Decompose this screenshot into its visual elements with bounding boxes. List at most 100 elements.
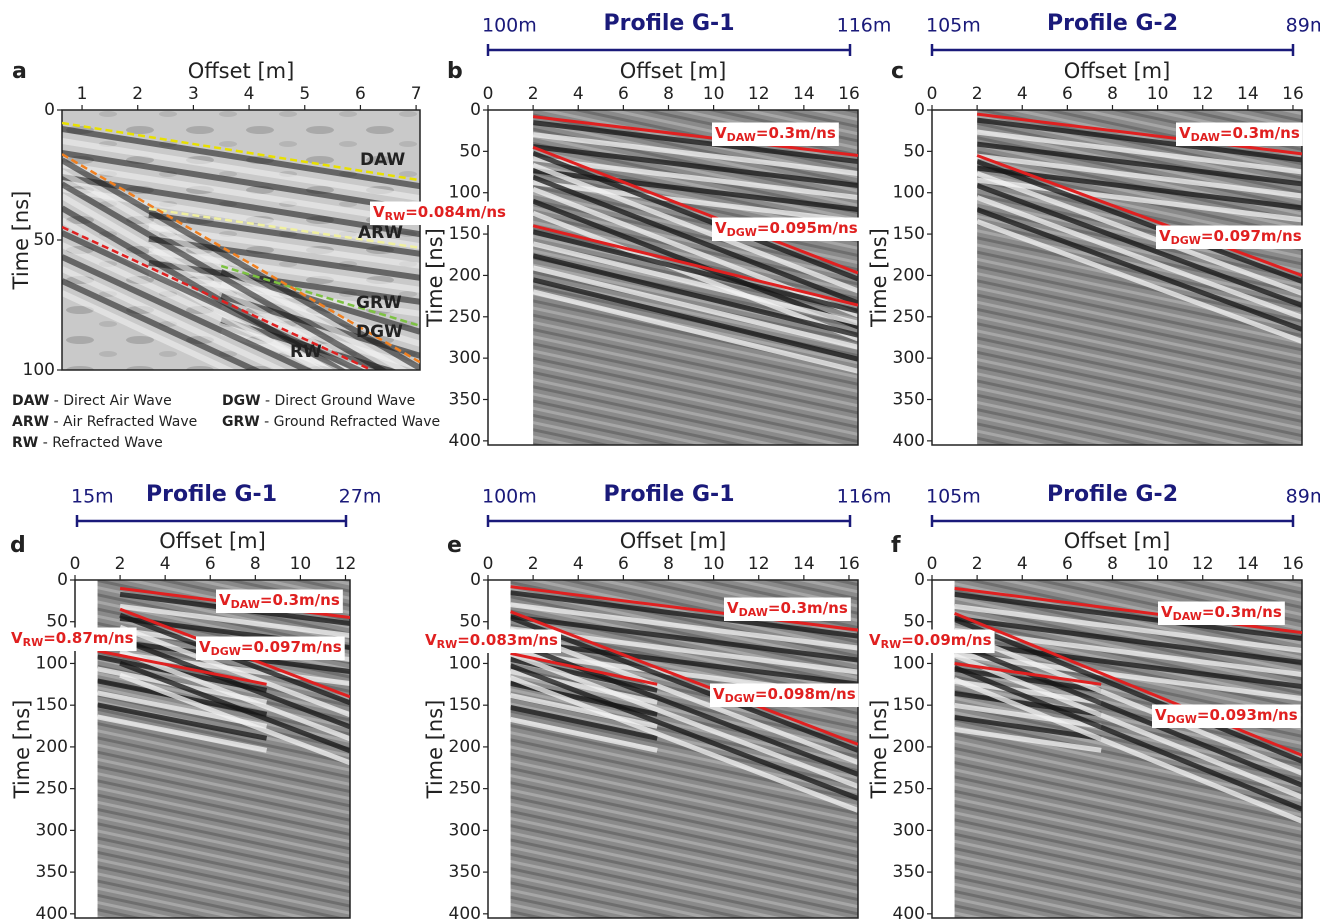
profile-end: 89m — [1286, 486, 1320, 508]
symbol: V — [713, 685, 725, 703]
velocity-label: VDGW=0.097m/ns — [1159, 227, 1302, 248]
y-tick-label: 400 — [449, 904, 481, 923]
y-tick-label: 250 — [893, 779, 925, 799]
y-axis-label: Time [ns] — [9, 191, 33, 291]
y-tick-label: 50 — [459, 612, 481, 632]
legend-note: GRW - Ground Refracted Wave — [222, 414, 440, 430]
y-tick-label: 150 — [893, 695, 925, 715]
band — [119, 672, 350, 766]
band — [62, 181, 388, 370]
profile-name: Profile G-1 — [603, 482, 734, 507]
velocity-label: VRW=0.084m/ns — [373, 203, 506, 224]
plot-frame — [931, 579, 1303, 919]
velocity-label: VDAW=0.3m/ns — [1161, 603, 1282, 624]
symbol: V — [11, 629, 23, 647]
x-axis-label: Offset [m] — [1064, 59, 1171, 83]
x-tick-label: 8 — [1107, 554, 1118, 574]
blank-traces — [932, 580, 955, 918]
x-tick-label: 14 — [793, 554, 815, 574]
y-tick-label: 0 — [57, 570, 68, 590]
band — [62, 169, 409, 370]
band — [510, 704, 658, 741]
y-axis-label: Time [ns] — [423, 700, 447, 800]
y-tick-label: 400 — [449, 431, 481, 451]
band — [62, 266, 288, 370]
label-box — [866, 629, 995, 653]
band — [148, 247, 420, 293]
x-tick-label: 6 — [1062, 554, 1073, 574]
band — [976, 195, 1302, 320]
velocity-line — [976, 112, 1302, 156]
band — [954, 639, 1302, 690]
note-text: - Direct Air Wave — [54, 393, 172, 409]
y-axis-label: Time [ns] — [867, 228, 891, 328]
band — [532, 150, 858, 282]
y-tick-label: 300 — [449, 348, 481, 368]
symbol: V — [1159, 227, 1171, 245]
profile-end: 89m — [1286, 15, 1320, 37]
band — [976, 153, 1302, 199]
band — [119, 660, 350, 754]
legend-note: ARW - Air Refracted Wave — [12, 414, 197, 430]
y-tick-label: 400 — [893, 904, 925, 923]
note-text: - Ground Refracted Wave — [264, 414, 440, 430]
x-tick-label: 10 — [1147, 84, 1169, 104]
panel-letter: d — [10, 533, 26, 558]
x-tick-label: 8 — [250, 554, 261, 574]
band — [62, 157, 420, 370]
band — [954, 603, 1302, 654]
x-tick-label: 0 — [927, 554, 938, 574]
value: =0.3m/ns — [756, 124, 836, 142]
band — [532, 156, 858, 200]
band — [976, 177, 1302, 223]
y-tick-label: 150 — [449, 695, 481, 715]
y-tick-label: 50 — [459, 141, 481, 161]
note-text: - Direct Ground Wave — [265, 393, 415, 409]
reflection-bands — [532, 120, 858, 374]
velocity-line — [510, 651, 658, 686]
profile-end: 27m — [339, 486, 382, 508]
velocity-line — [532, 224, 858, 307]
note-key: ARW — [12, 414, 49, 430]
velocity-line — [62, 225, 373, 370]
value: =0.3m/ns — [768, 599, 848, 617]
y-tick-label: 350 — [449, 390, 481, 410]
subscript: DGW — [1167, 713, 1197, 726]
band — [62, 150, 420, 214]
band — [510, 626, 858, 675]
band — [532, 162, 858, 294]
profile-start: 15m — [71, 486, 114, 508]
x-tick-label: 12 — [335, 554, 357, 574]
x-tick-label: 0 — [927, 84, 938, 104]
band — [953, 617, 1302, 764]
band — [953, 653, 1302, 800]
velocity-label: VDGW=0.093m/ns — [1155, 706, 1298, 727]
band — [62, 230, 366, 370]
symbol: V — [869, 631, 881, 649]
velocity-line — [532, 145, 858, 275]
blank-traces — [488, 110, 534, 445]
panel-letter: a — [12, 59, 27, 84]
band — [532, 186, 858, 318]
x-tick-label: 10 — [1147, 554, 1169, 574]
x-tick-label: 2 — [528, 554, 539, 574]
x-tick-label: 4 — [1017, 554, 1028, 574]
y-tick-label: 0 — [914, 100, 925, 120]
band — [510, 602, 858, 651]
velocity-label: VRW=0.083m/ns — [425, 631, 558, 652]
x-axis-label: Offset [m] — [159, 529, 266, 553]
blank-traces — [75, 580, 98, 918]
velocity-line — [62, 153, 420, 364]
symbol: V — [199, 638, 211, 656]
y-tick-label: 100 — [36, 653, 68, 673]
band — [510, 638, 858, 687]
x-tick-label: 6 — [1062, 84, 1073, 104]
x-tick-label: 16 — [1282, 84, 1304, 104]
y-tick-label: 250 — [449, 779, 481, 799]
band — [509, 627, 858, 765]
note-text: - Refracted Wave — [43, 435, 163, 451]
subscript: DAW — [231, 598, 260, 611]
x-tick-label: 5 — [299, 84, 310, 104]
y-tick-label: 200 — [449, 265, 481, 285]
value: =0.098m/ns — [755, 685, 856, 703]
